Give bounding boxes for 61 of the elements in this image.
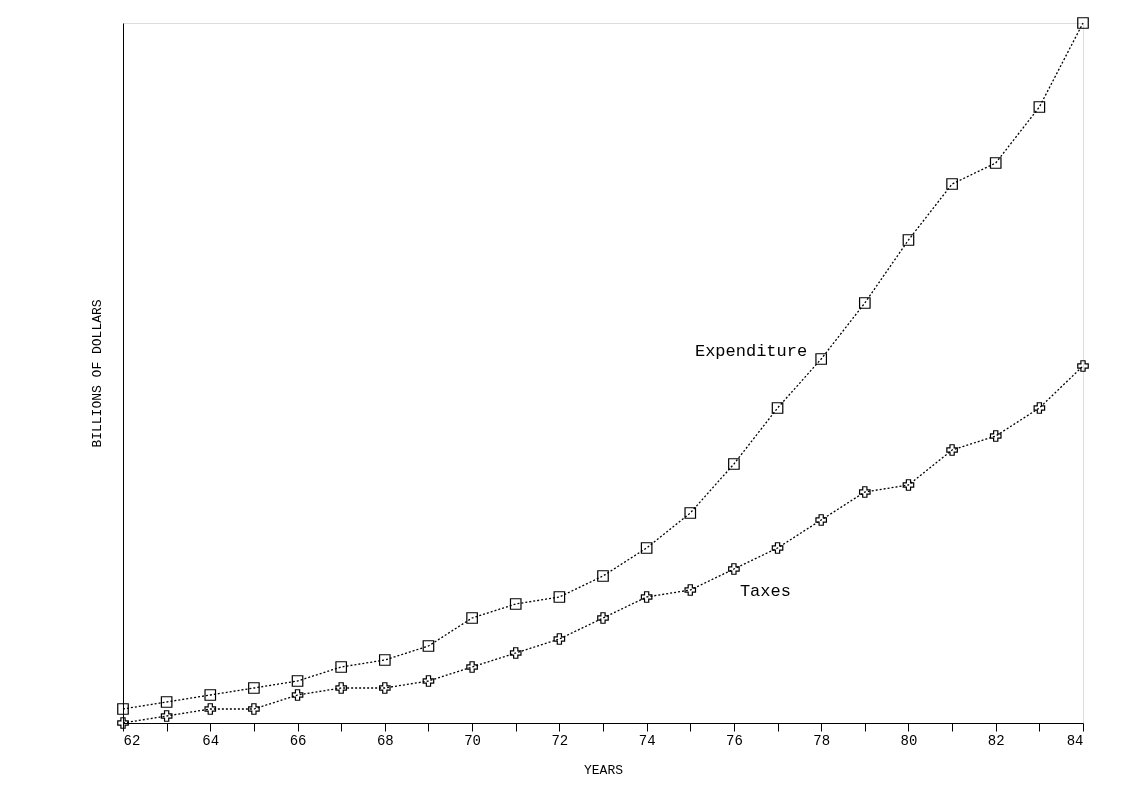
point (1077, 17, 1089, 29)
x-tick-label: 64 (202, 732, 220, 749)
point (204, 703, 217, 715)
point (422, 675, 435, 687)
point (771, 402, 784, 414)
point (902, 234, 915, 246)
point (728, 563, 740, 575)
point (291, 675, 304, 687)
point (815, 353, 828, 365)
point (204, 689, 217, 701)
x-tick-label: 76 (726, 732, 743, 749)
point (815, 514, 828, 526)
point (597, 570, 609, 582)
x-tick-label: 82 (987, 732, 1005, 749)
point (466, 661, 478, 673)
point (509, 647, 522, 659)
x-tick-label: 84 (1066, 732, 1084, 749)
point (946, 178, 958, 190)
y-axis-title: BILLIONS OF DOLLARS (89, 299, 105, 448)
point (902, 479, 915, 491)
x-tick-label: 66 (289, 732, 307, 749)
point (335, 682, 348, 694)
point (553, 591, 566, 603)
point (728, 458, 740, 470)
point (858, 486, 871, 498)
point (1033, 101, 1046, 113)
point (771, 542, 784, 554)
point (378, 682, 391, 694)
point (335, 661, 348, 673)
point (378, 654, 391, 666)
point (248, 703, 260, 715)
x-axis-title: YEARS (583, 762, 624, 778)
x-tick-label: 72 (551, 732, 569, 749)
point (248, 682, 260, 694)
point (466, 612, 478, 624)
x-tick-label: 74 (638, 732, 656, 749)
series-label: Expenditure (694, 342, 808, 361)
point (160, 696, 173, 708)
x-tick-label: 78 (813, 732, 831, 749)
point (684, 507, 697, 519)
point (858, 297, 871, 309)
point (291, 689, 304, 701)
point (640, 542, 653, 554)
point (553, 633, 566, 645)
x-tick-label: 70 (464, 732, 481, 749)
point (946, 444, 958, 456)
point (597, 612, 609, 624)
point (509, 598, 522, 610)
point (160, 710, 173, 722)
point (989, 430, 1002, 442)
point (640, 591, 653, 603)
x-tick-label: 80 (900, 732, 918, 749)
x-tick-label: 62 (123, 732, 141, 749)
point (117, 703, 129, 715)
point (1077, 360, 1089, 372)
point (989, 157, 1002, 169)
series-label: Taxes (739, 582, 791, 601)
point (684, 584, 697, 596)
point (422, 640, 435, 652)
point (1033, 402, 1046, 414)
x-tick-label: 68 (376, 732, 394, 749)
